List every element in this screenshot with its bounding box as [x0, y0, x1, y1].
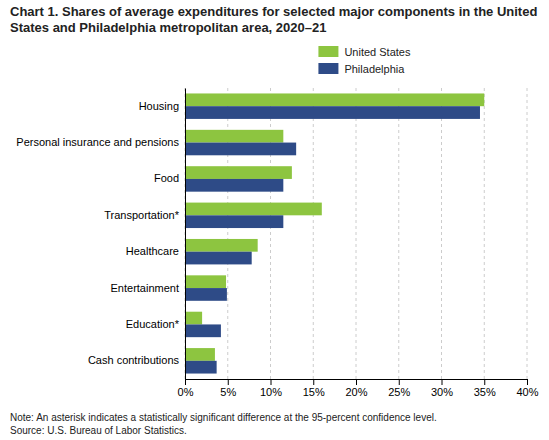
bar — [185, 93, 484, 106]
title-group: Chart 1. Shares of average expenditures … — [10, 4, 537, 35]
x-tick: 0% — [178, 379, 194, 398]
x-tick: 40% — [516, 379, 538, 398]
legend-swatch — [318, 63, 338, 74]
x-tick-mark — [356, 379, 357, 385]
y-tick-label: Personal insurance and pensions — [16, 136, 179, 148]
y-tick: Personal insurance and pensions — [16, 136, 185, 148]
plot: 0% 5% 10% 15% 20% 25% 30% 35% 40% Cash contributi… — [16, 88, 538, 398]
y-tick-label: Healthcare — [126, 245, 179, 257]
x-axis-line — [186, 380, 528, 386]
y-tick-label: Food — [154, 172, 179, 184]
x-tick-label: 40% — [516, 386, 538, 398]
bar — [185, 324, 221, 337]
x-tick-mark — [271, 379, 272, 385]
bar — [185, 106, 480, 119]
annotation-line: Source: U.S. Bureau of Labor Statistics. — [10, 425, 187, 436]
bar — [185, 239, 258, 252]
grid-line — [527, 88, 528, 379]
x-axis: 0% 5% 10% 15% 20% 25% 30% 35% 40% — [178, 379, 539, 398]
y-tick-label: Housing — [139, 100, 179, 112]
legend-item: United States — [318, 46, 411, 58]
x-tick-mark — [228, 379, 229, 385]
x-tick-mark — [185, 379, 186, 385]
annotation-line: Note: An asterisk indicates a statistica… — [10, 412, 437, 423]
series — [185, 93, 484, 360]
title: Chart 1. Shares of average expenditures … — [10, 4, 537, 35]
bar — [185, 166, 292, 179]
x-tick: 25% — [388, 379, 410, 398]
x-tick: 5% — [220, 379, 236, 398]
x-tick-mark — [484, 379, 485, 385]
legend-swatch — [318, 46, 338, 57]
title-line: Chart 1. Shares of average expenditures … — [10, 4, 537, 19]
y-tick-label: Transportation* — [104, 209, 180, 221]
series — [185, 106, 480, 373]
x-tick: 30% — [431, 379, 453, 398]
bar — [185, 179, 283, 192]
bar — [185, 203, 322, 216]
x-tick-label: 35% — [474, 386, 496, 398]
x-tick: 15% — [303, 379, 325, 398]
y-tick: Food — [154, 172, 185, 184]
grid-line — [441, 88, 442, 379]
x-tick-label: 10% — [260, 386, 282, 398]
bar — [185, 143, 296, 156]
x-tick-mark — [399, 379, 400, 385]
notes-group: Note: An asterisk indicates a statistica… — [10, 412, 437, 436]
x-tick-mark — [313, 379, 314, 385]
y-tick: Education* — [126, 318, 185, 330]
legend: United States Philadelphia — [318, 46, 411, 75]
x-tick-label: 25% — [388, 386, 410, 398]
grid — [185, 88, 527, 379]
x-tick-label: 20% — [345, 386, 367, 398]
y-tick: Healthcare — [126, 245, 185, 257]
x-tick-label: 15% — [303, 386, 325, 398]
y-tick-label: Cash contributions — [88, 354, 180, 366]
y-tick: Entertainment — [111, 282, 185, 294]
x-tick-label: 30% — [431, 386, 453, 398]
x-tick-label: 0% — [178, 386, 194, 398]
bar — [185, 288, 227, 301]
grid-line — [313, 88, 314, 379]
grid-line — [185, 88, 186, 379]
annotation: Source: U.S. Bureau of Labor Statistics. — [10, 425, 187, 436]
chart: Chart 1. Shares of average expenditures … — [0, 0, 549, 440]
bar — [185, 312, 202, 325]
y-tick-label: Education* — [126, 318, 180, 330]
bar — [185, 361, 217, 374]
x-tick-label: 5% — [220, 386, 236, 398]
title-line: States and Philadelphia metropolitan are… — [10, 20, 326, 35]
legend-label: United States — [344, 46, 411, 58]
y-axis-line — [185, 89, 186, 380]
x-tick: 10% — [260, 379, 282, 398]
bar — [185, 252, 252, 265]
y-tick: Housing — [139, 100, 185, 112]
grid-line — [398, 88, 399, 379]
x-tick-mark — [527, 379, 528, 385]
x-tick: 20% — [345, 379, 367, 398]
grid-line — [484, 88, 485, 379]
y-tick-label: Entertainment — [111, 282, 179, 294]
y-axis: Cash contributions Education* Entertainmen… — [16, 89, 185, 380]
bar — [185, 130, 283, 143]
bar — [185, 215, 283, 228]
x-tick-mark — [442, 379, 443, 385]
annotation: Note: An asterisk indicates a statistica… — [10, 412, 437, 423]
legend-label: Philadelphia — [344, 63, 405, 75]
y-tick: Cash contributions — [88, 354, 185, 366]
bar — [185, 348, 215, 361]
grid-line — [356, 88, 357, 379]
legend-item: Philadelphia — [318, 63, 405, 75]
y-tick: Transportation* — [104, 209, 185, 221]
x-tick: 35% — [474, 379, 496, 398]
bars — [185, 93, 484, 373]
bar — [185, 275, 226, 288]
